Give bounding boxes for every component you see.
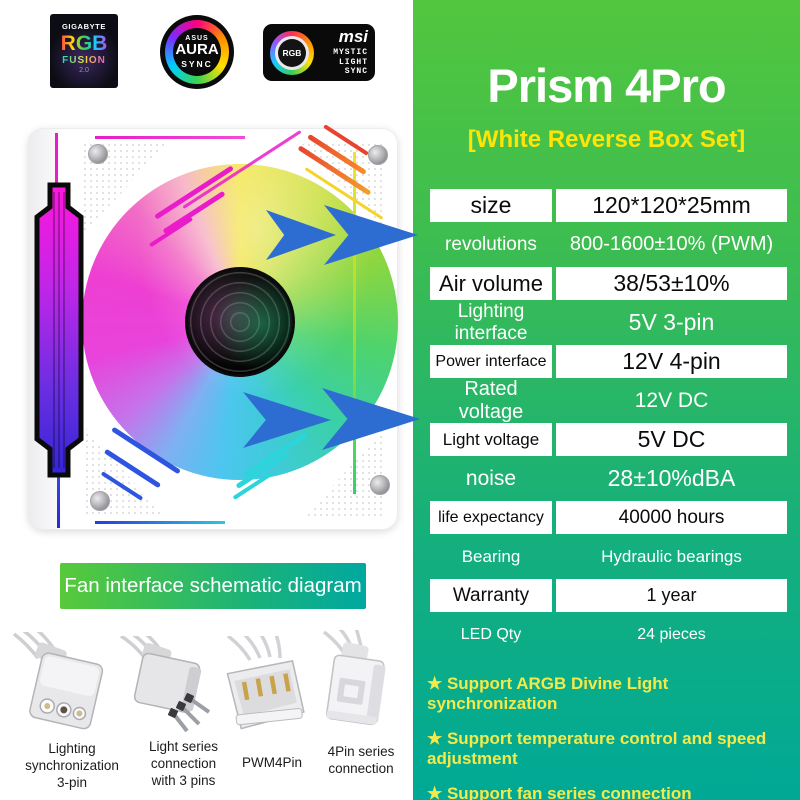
spec-row-light-voltage: Light voltage 5V DC	[430, 423, 787, 456]
spec-row-noise: noise 28±10%dBA	[430, 462, 787, 495]
spec-label: life expectancy	[430, 501, 552, 534]
spec-label: Lighting interface	[454, 300, 528, 344]
spec-value: 12V 4-pin	[556, 345, 787, 378]
gigabyte-brand-text: GIGABYTE	[62, 22, 106, 31]
spec-label: Rated voltage	[458, 377, 524, 423]
spec-label: Power interface	[430, 345, 552, 378]
fan-hub	[185, 267, 295, 377]
airflow-arrow-icon	[266, 210, 336, 260]
connector-label: PWM4Pin	[241, 755, 302, 770]
spec-row-warranty: Warranty 1 year	[430, 579, 787, 612]
spec-value: 40000 hours	[556, 501, 787, 534]
spec-label: size	[430, 189, 552, 222]
spec-label: revolutions	[445, 233, 537, 255]
aura-brand-text: ASUS	[185, 35, 209, 43]
product-subtitle: [White Reverse Box Set]	[467, 126, 746, 153]
frame-accent-line	[55, 133, 58, 185]
airflow-arrow-icon	[324, 205, 418, 265]
msi-rgb-badge: RGB	[278, 38, 306, 67]
frame-accent-line	[95, 136, 245, 139]
screw-hole	[90, 491, 110, 511]
feature-item: ★ Support ARGB Divine Light synchronizat…	[427, 674, 669, 713]
connector-light-series-3pin	[115, 636, 217, 736]
spec-row-rated-voltage: Rated voltage 12V DC	[430, 377, 787, 423]
aura-core: ASUS AURA SYNC	[173, 28, 221, 76]
logo-gigabyte-rgb-fusion: GIGABYTE RGB FUSION 2.0	[50, 14, 118, 88]
frame-accent-line	[95, 521, 225, 524]
connector-label: 4Pin series connection	[327, 744, 395, 776]
spec-value: 12V DC	[634, 388, 709, 412]
connector-label: Lighting synchronization 3-pin	[25, 741, 119, 790]
connector-lighting-sync-3pin	[10, 632, 118, 740]
spec-value: 120*120*25mm	[556, 189, 787, 222]
spec-label: Bearing	[461, 546, 521, 566]
connector-label: Light series connection with 3 pins	[148, 739, 219, 788]
spec-row-air-volume: Air volume 38/53±10%	[430, 267, 787, 300]
green-panel	[413, 0, 800, 800]
spec-row-size: size 120*120*25mm	[430, 189, 787, 222]
gigabyte-rgb-text: RGB	[60, 32, 108, 55]
spec-row-lighting-interface: Lighting interface 5V 3-pin	[430, 300, 787, 344]
rgb-strip	[34, 182, 84, 478]
connector-pwm4pin	[216, 636, 312, 736]
spec-label: Warranty	[430, 579, 552, 612]
product-title: Prism 4Pro	[487, 59, 726, 112]
spec-label: Air volume	[430, 267, 552, 300]
spec-value: 24 pieces	[637, 625, 706, 643]
gigabyte-fusion-text: FUSION	[62, 55, 106, 66]
spec-label: Light voltage	[430, 423, 552, 456]
connector-4pin-series	[308, 630, 400, 738]
spec-value: 5V 3-pin	[628, 309, 715, 335]
spec-value: 5V DC	[556, 423, 787, 456]
airflow-arrow-icon	[243, 392, 331, 448]
gigabyte-version-text: 2.0	[79, 67, 89, 74]
msi-brand-text: msi	[338, 27, 368, 47]
spec-value: 28±10%dBA	[607, 465, 736, 491]
msi-rgb-ring: RGB	[270, 30, 314, 75]
fan-rim-glow	[353, 152, 356, 494]
spec-row-life-expectancy: life expectancy 40000 hours	[430, 501, 787, 534]
spec-row-power-interface: Power interface 12V 4-pin	[430, 345, 787, 378]
banner-fan-interface: Fan interface schematic diagram	[60, 563, 366, 609]
screw-hole	[370, 475, 390, 495]
spec-row-bearing: Bearing Hydraulic bearings	[430, 540, 787, 573]
spec-label: noise	[465, 466, 517, 490]
spec-label: LED Qty	[460, 625, 522, 643]
aura-main-text: AURA	[175, 41, 219, 59]
logo-msi-mystic-light: RGB msi MYSTIC LIGHT SYNC	[263, 24, 375, 81]
frame-accent-line	[57, 470, 60, 528]
screw-hole	[88, 144, 108, 164]
screw-hole	[368, 145, 388, 165]
features-list: ★ Support ARGB Divine Light synchronizat…	[427, 674, 797, 800]
spec-value: 38/53±10%	[556, 267, 787, 300]
spec-table: size 120*120*25mm revolutions 800-1600±1…	[430, 189, 787, 651]
spec-value: 800-1600±10% (PWM)	[569, 233, 774, 255]
aura-sub-text: SYNC	[181, 58, 213, 69]
spec-value: Hydraulic bearings	[601, 546, 742, 566]
feature-item: ★ Support fan series connection	[427, 784, 692, 800]
spec-row-led-qty: LED Qty 24 pieces	[430, 618, 787, 651]
spec-row-revolutions: revolutions 800-1600±10% (PWM)	[430, 228, 787, 261]
msi-mystic-light-text: MYSTIC LIGHT SYNC	[333, 48, 368, 77]
logo-asus-aura-sync: ASUS AURA SYNC	[160, 15, 234, 89]
feature-item: ★ Support temperature control and speed …	[427, 729, 767, 768]
airflow-arrow-icon	[322, 388, 420, 450]
spec-value: 1 year	[556, 579, 787, 612]
